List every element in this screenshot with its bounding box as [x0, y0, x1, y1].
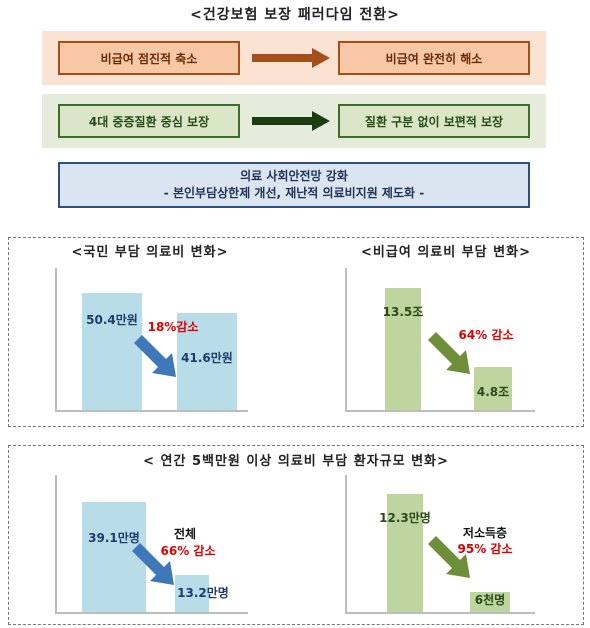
bar-value-label: 12.3만명	[379, 511, 431, 525]
x-axis	[345, 410, 535, 412]
bar-before	[387, 494, 423, 612]
bar-after	[175, 575, 209, 612]
arrow-right-icon	[252, 48, 330, 68]
arrow-right-icon	[252, 111, 330, 131]
bar-value-label: 13.5조	[382, 305, 424, 319]
y-axis	[55, 268, 57, 411]
y-axis	[345, 475, 347, 613]
bar-value-label: 13.2만명	[177, 586, 229, 600]
x-axis	[55, 612, 248, 614]
group-label: 저소득층	[462, 526, 508, 540]
bar-before	[82, 502, 146, 612]
bar-before	[82, 293, 142, 410]
chart-title-patient-scale: < 연간 5백만원 이상 의료비 부담 환자규모 변화>	[143, 454, 449, 469]
x-axis	[55, 410, 248, 412]
bar-after	[470, 592, 510, 612]
from-box-coverage: 4대 중증질환 중심 보장	[58, 104, 240, 138]
x-axis	[345, 612, 535, 614]
down-arrow-icon	[134, 335, 176, 377]
down-arrow-icon	[428, 332, 470, 374]
bar-value-label: 41.6만원	[181, 351, 233, 365]
bar-value-label: 50.4만원	[86, 313, 138, 327]
down-arrow-icon	[428, 536, 470, 578]
chart-title-noncovered-burden: <비급여 의료비 부담 변화>	[361, 245, 531, 260]
decrease-label: 95% 감소	[457, 542, 513, 556]
decrease-label: 18%감소	[147, 320, 199, 334]
bar-after	[177, 313, 237, 410]
to-box-noncovered: 비급여 완전히 해소	[338, 41, 530, 75]
down-arrow-icon	[132, 543, 174, 585]
panel-medical-cost	[8, 237, 584, 427]
bar-value-label: 39.1만명	[88, 531, 140, 545]
safety-net-title: 의료 사회안전망 강화	[240, 169, 348, 183]
chart-title-national-burden: <국민 부담 의료비 변화>	[71, 245, 229, 260]
panel-patient-scale	[8, 445, 584, 625]
from-box-noncovered: 비급여 점진적 축소	[58, 41, 240, 75]
safety-net-detail: - 본인부담상한제 개선, 재난적 의료비지원 제도화 -	[163, 186, 425, 200]
decrease-label: 66% 감소	[160, 544, 216, 558]
group-label: 전체	[173, 527, 197, 541]
to-box-coverage: 질환 구분 없이 보편적 보장	[338, 104, 530, 138]
bar-value-label: 6천명	[474, 593, 506, 607]
decrease-label: 64% 감소	[458, 328, 514, 342]
bar-after	[474, 367, 512, 410]
y-axis	[345, 268, 347, 411]
page-title: <건강보험 보장 패러다임 전환>	[190, 7, 400, 23]
bar-before	[385, 288, 421, 410]
bar-value-label: 4.8조	[476, 385, 510, 399]
y-axis	[55, 475, 57, 613]
safety-net-box: 의료 사회안전망 강화 - 본인부담상한제 개선, 재난적 의료비지원 제도화 …	[58, 162, 530, 208]
